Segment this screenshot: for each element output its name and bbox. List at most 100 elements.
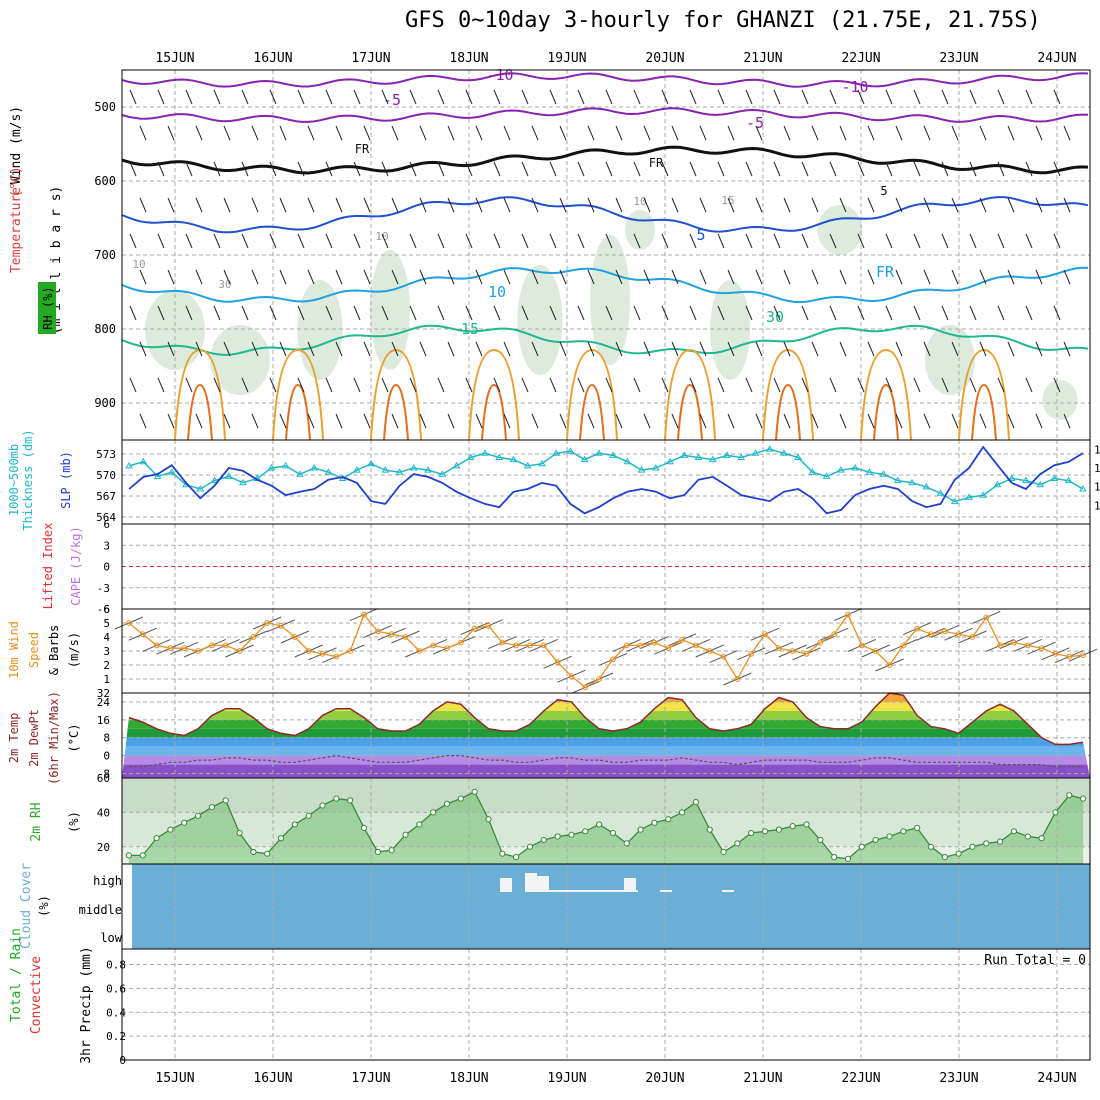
temperature-tick-label: -8 [97, 768, 110, 781]
wind-barb [857, 89, 865, 105]
wind-barb [913, 161, 921, 177]
wind-barb [745, 305, 753, 321]
temperature-band [122, 728, 1090, 738]
wind-barb [829, 377, 837, 393]
wind-barb [801, 89, 809, 105]
rh-point [609, 829, 617, 837]
wind10m-axis-label-4: (m/s) [67, 632, 81, 668]
contour-label: -5 [383, 91, 401, 109]
wind-barb [307, 341, 315, 357]
wind-barb [867, 413, 875, 429]
wind-barb [717, 305, 725, 321]
cloud-clear-patch [548, 890, 638, 892]
wind-barb [1025, 233, 1033, 249]
wind-barb [1035, 197, 1043, 213]
cloud-level-label: middle [79, 903, 122, 917]
wind-barb [503, 197, 511, 213]
wind-barb [185, 89, 193, 105]
thickness-tick-label: 567 [96, 490, 116, 503]
wind-speed-point [983, 614, 990, 621]
slp-line [128, 445, 1084, 515]
precip-frame [121, 948, 1091, 1061]
rh-point [347, 797, 354, 804]
contour-label: FR [355, 142, 370, 156]
wind-barb [969, 305, 977, 321]
wind-barb [615, 341, 623, 357]
thickness-point [538, 459, 546, 467]
wind-barb [391, 413, 399, 429]
wind-speed-point [692, 642, 699, 649]
rh-point [277, 835, 285, 842]
thickness-point [523, 461, 532, 469]
wind-barb [531, 269, 539, 285]
wind-barb [1007, 413, 1015, 429]
wind-speed-point [540, 642, 547, 649]
rh-tick-label: 40 [97, 806, 110, 819]
rh-point [402, 831, 409, 838]
isotherm-25 [579, 383, 605, 441]
wind-barb [251, 341, 259, 357]
wind-barb [1025, 161, 1033, 177]
moist-region [590, 235, 630, 365]
rh-point [1079, 795, 1087, 802]
wind-barb [297, 161, 305, 177]
thickness-point [879, 470, 888, 477]
wind-barb [493, 377, 501, 393]
moist-region [210, 325, 270, 395]
thickness-point [1064, 476, 1073, 484]
wind-barb [251, 413, 259, 429]
wind-barb [577, 161, 585, 177]
thickness-point [737, 453, 746, 460]
wind-barb [503, 413, 511, 429]
wind-barb [549, 233, 557, 249]
wind-barb [839, 341, 847, 357]
rh-point [222, 797, 229, 804]
rh-point [734, 840, 741, 847]
wind-barb [549, 89, 557, 105]
isotherm-25 [971, 383, 997, 441]
wind-barb [279, 125, 287, 141]
cloud-cover-unit-label: (%) [37, 895, 51, 917]
thickness-point [993, 480, 1002, 488]
moist-region [625, 210, 655, 250]
wind-barb [167, 413, 175, 429]
rh-point [955, 850, 962, 857]
contour-label: 5 [696, 226, 705, 244]
wind-barb [195, 413, 203, 429]
rh-point [568, 831, 575, 838]
wind-barb [829, 233, 837, 249]
isotherm-25 [873, 383, 899, 441]
thickness-point [125, 461, 134, 469]
wind-barb [643, 341, 651, 357]
rh-point [305, 812, 312, 819]
wind-speed-point [195, 648, 201, 654]
wind-barb [335, 269, 343, 285]
date-label-bottom: 16JUN [253, 1071, 292, 1086]
moist-region [925, 325, 975, 395]
moist-region [370, 250, 410, 370]
wind-barb [139, 341, 147, 357]
wind-barb [213, 305, 221, 321]
wind-barb [895, 341, 903, 357]
wind-barb [325, 233, 333, 249]
rh-point [430, 809, 437, 816]
wind-barb [475, 341, 483, 357]
wind-barb [325, 161, 333, 177]
wind-barb [643, 413, 651, 429]
wind-barb [409, 305, 417, 321]
wind-speed-point [900, 642, 907, 649]
rh-tick-label: 20 [97, 841, 110, 854]
wind-barb [811, 197, 819, 213]
rh-point [1038, 835, 1045, 842]
thickness-axis-label: Thickness (dm) [21, 429, 35, 530]
wind-barb [185, 161, 193, 177]
wind-barb [307, 197, 315, 213]
wind-speed-point [623, 642, 630, 649]
wind-barb [465, 233, 473, 249]
wind-speed-point [291, 634, 298, 640]
wind-barb [633, 305, 641, 321]
lifted-index-axis-label: Lifted Index [41, 523, 55, 610]
wind-barb [717, 233, 725, 249]
date-label-top: 20JUN [645, 51, 684, 66]
wind-barb [335, 341, 343, 357]
